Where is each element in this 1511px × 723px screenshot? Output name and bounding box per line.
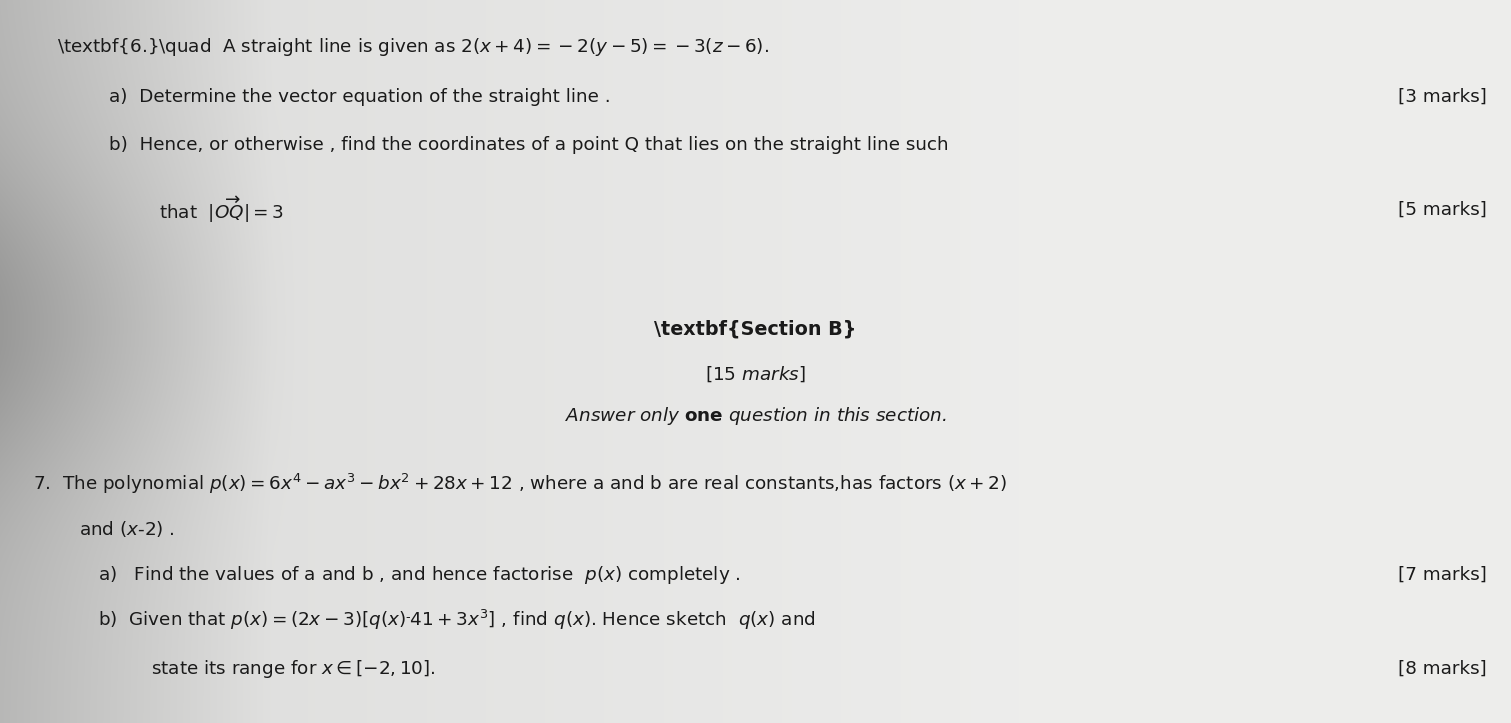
Text: a)  Determine the vector equation of the straight line .: a) Determine the vector equation of the … (109, 88, 610, 106)
Text: Answer only $\mathbf{one}$ question in this section.: Answer only $\mathbf{one}$ question in t… (565, 405, 946, 427)
Text: that  $|\overrightarrow{OQ}| = 3$: that $|\overrightarrow{OQ}| = 3$ (159, 194, 284, 225)
Text: 7.  The polynomial $p(x) = 6x^4 - ax^3 - bx^2 + 28x + 12$ , where a and b are re: 7. The polynomial $p(x) = 6x^4 - ax^3 - … (33, 472, 1008, 497)
Text: state its range for $x \in [-2,10]$.: state its range for $x \in [-2,10]$. (151, 658, 435, 680)
Text: a)   Find the values of a and b , and hence factorise  $p( x )$ completely .: a) Find the values of a and b , and henc… (98, 564, 740, 586)
Text: [8 marks]: [8 marks] (1398, 660, 1487, 677)
Text: [3 marks]: [3 marks] (1398, 88, 1487, 106)
Text: and $( x$-2) .: and $( x$-2) . (79, 519, 174, 539)
Text: $[15\ marks]$: $[15\ marks]$ (706, 364, 805, 385)
Text: \textbf{6.}\quad  A straight line is given as $2(x + 4) = -2(y - 5) = -3(z - 6)$: \textbf{6.}\quad A straight line is give… (57, 36, 769, 58)
Text: b)  Given that $p(x) = (2x - 3)[q(x)\overset{\text{-}}{} 41 + 3x^3]$ , find $q(x: b) Given that $p(x) = (2x - 3)[q(x)\over… (98, 608, 816, 633)
Text: [7 marks]: [7 marks] (1398, 566, 1487, 583)
Text: [5 marks]: [5 marks] (1398, 201, 1487, 218)
Text: \textbf{Section B}: \textbf{Section B} (654, 320, 857, 338)
Text: b)  Hence, or otherwise , find the coordinates of a point Q that lies on the str: b) Hence, or otherwise , find the coordi… (109, 136, 949, 153)
